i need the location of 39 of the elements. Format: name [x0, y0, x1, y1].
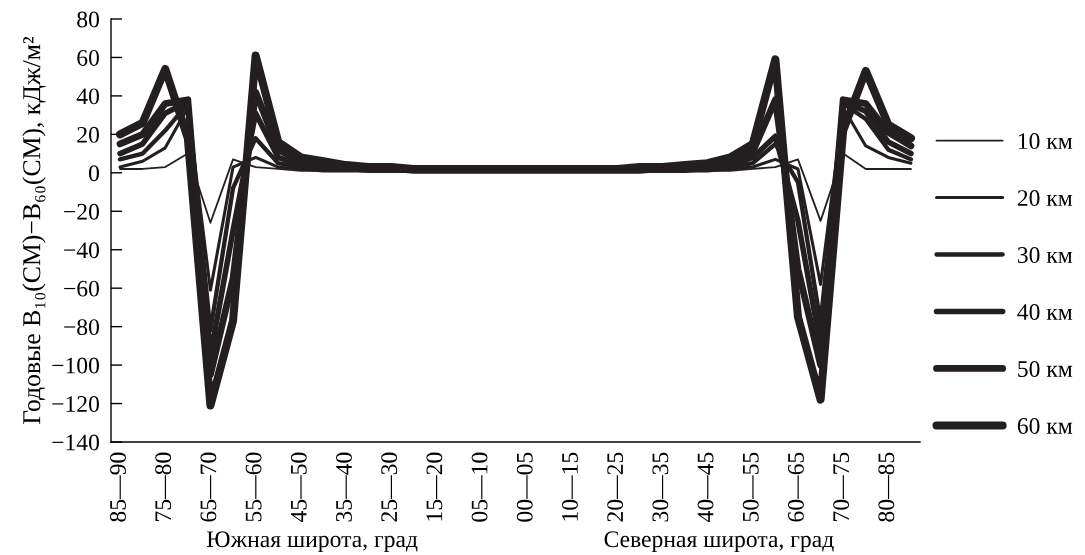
- y-tick-label: 20: [77, 126, 99, 143]
- x-tick-label: 25—30: [381, 452, 398, 522]
- legend-label: 40 км: [1017, 304, 1073, 320]
- y-tick-label: −20: [64, 203, 99, 220]
- x-tick-label: 40—45: [697, 452, 714, 523]
- y-tick-label: 60: [77, 49, 99, 66]
- legend-label: 20 км: [1017, 190, 1073, 207]
- y-tick-label: 0: [88, 165, 99, 182]
- legend-label: 30 км: [1017, 247, 1073, 263]
- x-tick-label: 35—40: [335, 452, 352, 522]
- x-tick-label: 05—10: [471, 452, 488, 522]
- x-tick-label: 15—20: [426, 452, 443, 521]
- y-tick-label: 40: [76, 88, 99, 105]
- x-tick-label: 30—35: [652, 452, 669, 522]
- y-tick-label: 80: [77, 11, 99, 28]
- y-axis-title: Годовые B₁₀(СМ)−B₆₀(СМ), кДж/м²: [22, 36, 46, 424]
- y-tick-label: −140: [52, 434, 99, 451]
- x-tick-label: 55—60: [245, 452, 262, 522]
- text: Южная широта, град: [206, 531, 418, 552]
- y-tick-label: −80: [64, 319, 99, 336]
- x-tick-label: 85—90: [110, 452, 126, 522]
- x-tick-label: 45—50: [290, 452, 307, 523]
- x-tick-label: 70—75: [833, 452, 850, 521]
- y-tick-label: −100: [52, 357, 99, 374]
- x-tick-label: 80—85: [878, 452, 895, 522]
- x-tick-label: 20—25: [607, 452, 624, 522]
- text: Северная широта, град: [604, 531, 834, 552]
- x-tick-label: 75—80: [155, 452, 172, 521]
- x-tick-label: 65—70: [200, 452, 217, 522]
- x-tick-label: 10—15: [561, 452, 578, 521]
- legend-label: 10 км: [1018, 133, 1073, 150]
- y-tick-label: −40: [64, 242, 99, 259]
- legend-label: 60 км: [1017, 417, 1073, 434]
- y-tick-label: −60: [64, 280, 99, 297]
- x-tick-label: 00—05: [516, 452, 533, 522]
- y-tick-label: −120: [52, 396, 99, 412]
- x-tick-label: 60—65: [787, 452, 804, 522]
- legend-label: 50 км: [1018, 361, 1073, 377]
- x-tick-label: 50—55: [742, 452, 759, 522]
